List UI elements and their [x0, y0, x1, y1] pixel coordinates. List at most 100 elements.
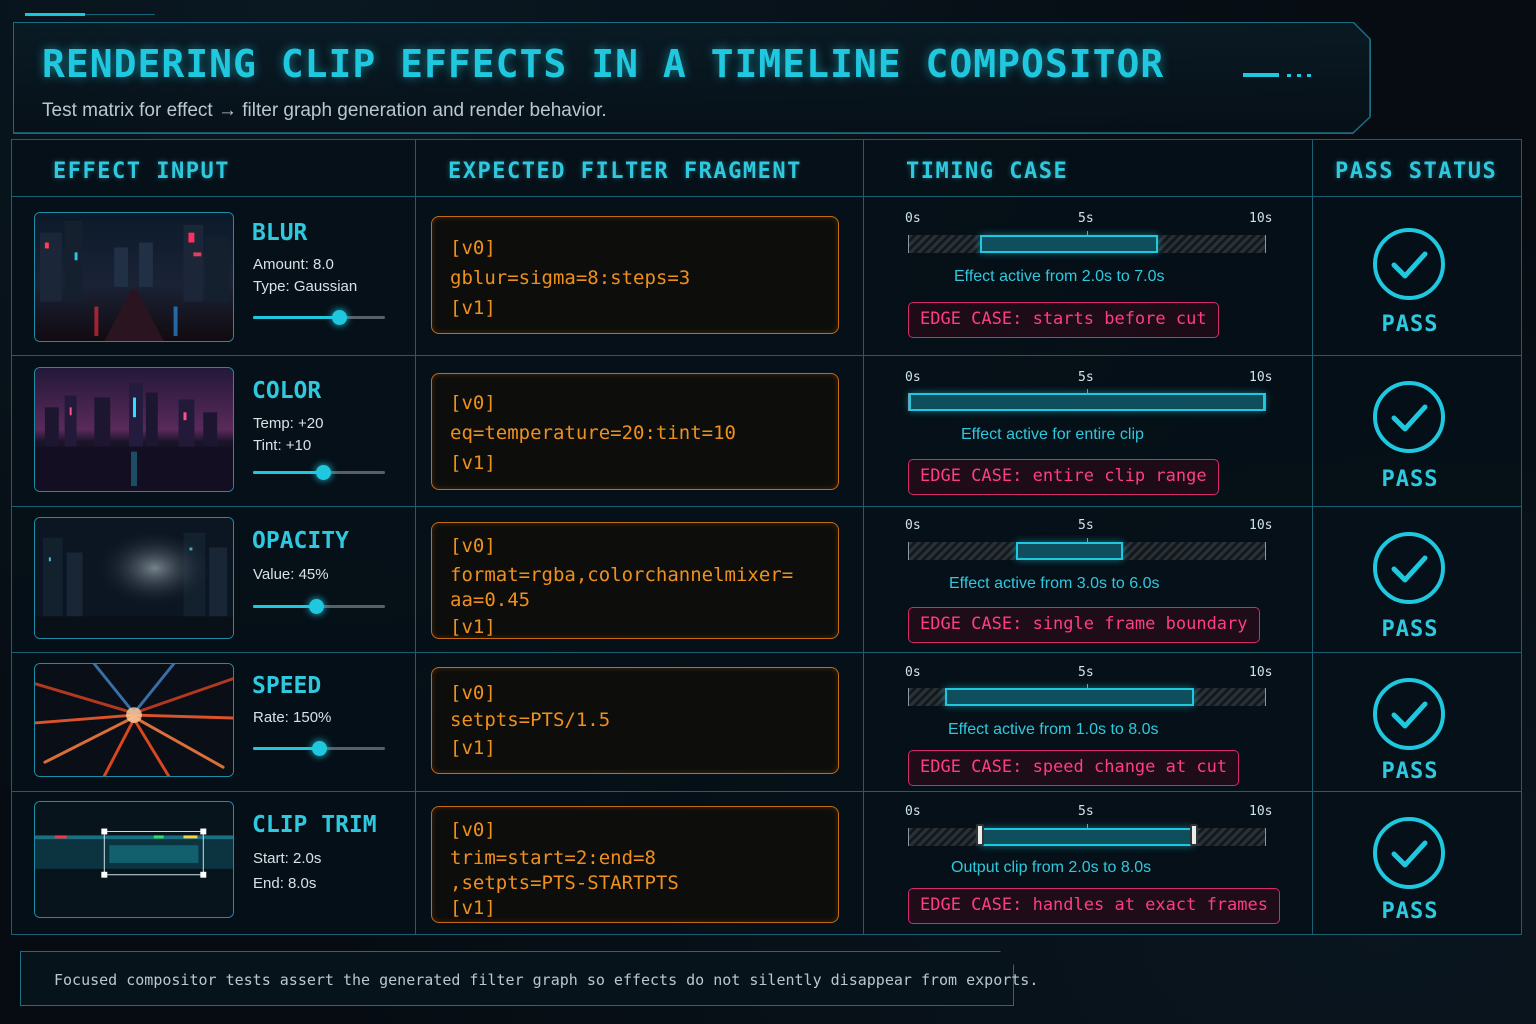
filter-code-block: [v0] eq=temperature=20:tint=10 [v1]	[431, 373, 839, 490]
table-row-blur: BLUR Amount: 8.0 Type: Gaussian [v0] gbl…	[12, 197, 1521, 355]
pass-check-icon	[1373, 678, 1445, 750]
opacity-value-slider[interactable]	[253, 599, 385, 614]
edge-case-badge: EDGE CASE: handles at exact frames	[908, 888, 1280, 924]
edge-case-badge: EDGE CASE: entire clip range	[908, 459, 1219, 495]
timeline-tick: 10s	[1249, 804, 1273, 819]
code-line: trim=start=2:end=8	[450, 847, 656, 869]
column-header-pass-status: PASS STATUS	[1335, 159, 1498, 184]
timeline-track	[908, 684, 1266, 706]
trim-end-handle[interactable]	[1189, 824, 1198, 846]
blur-thumbnail	[34, 212, 234, 342]
trim-start-handle[interactable]	[976, 824, 985, 846]
timeline-tick: 0s	[905, 665, 921, 680]
color-temp-slider[interactable]	[253, 465, 385, 480]
slider-knob[interactable]	[315, 465, 331, 480]
pass-check-icon	[1373, 817, 1445, 889]
timeline-tick: 0s	[905, 518, 921, 533]
slider-knob[interactable]	[309, 599, 325, 614]
effect-param: Rate: 150%	[253, 709, 332, 726]
timeline-tick: 5s	[1078, 518, 1094, 533]
code-line: [v1]	[450, 897, 496, 919]
timing-caption: Effect active for entire clip	[961, 426, 1144, 443]
speed-rate-slider[interactable]	[253, 741, 385, 756]
code-line: aa=0.45	[450, 589, 531, 611]
code-line: eq=temperature=20:tint=10	[450, 422, 736, 444]
timeline-tick: 5s	[1078, 665, 1094, 680]
effect-param: End: 8.0s	[253, 875, 317, 892]
slider-knob[interactable]	[312, 741, 327, 756]
code-line: [v0]	[450, 819, 496, 841]
timeline-active-range[interactable]	[944, 688, 1194, 706]
timeline-tick: 10s	[1249, 211, 1273, 226]
effect-param: Temp: +20	[253, 415, 324, 432]
column-divider	[863, 140, 864, 934]
pass-status-label: PASS	[1381, 467, 1439, 492]
header-dot-decoration	[1297, 74, 1301, 77]
timeline-tick: 10s	[1249, 665, 1273, 680]
effect-name: CLIP TRIM	[252, 812, 377, 838]
code-line: [v0]	[450, 535, 496, 557]
code-line: [v1]	[450, 616, 496, 638]
blur-amount-slider[interactable]	[253, 310, 385, 325]
pass-check-icon	[1373, 532, 1445, 604]
header-row-divider	[12, 196, 1521, 197]
timing-caption: Effect active from 2.0s to 7.0s	[954, 268, 1165, 285]
table-row-opacity: OPACITY Value: 45% [v0] format=rgba,colo…	[12, 507, 1521, 652]
opacity-thumbnail	[34, 517, 234, 639]
column-divider	[415, 140, 416, 934]
page-title: RENDERING CLIP EFFECTS IN A TIMELINE COM…	[42, 42, 1165, 86]
row-divider	[12, 355, 1521, 356]
effect-name: SPEED	[252, 673, 322, 699]
slider-fill	[253, 316, 339, 319]
timeline-tick: 0s	[905, 804, 921, 819]
pass-status-label: PASS	[1381, 617, 1439, 642]
timeline-tick: 0s	[905, 211, 921, 226]
pass-status-label: PASS	[1381, 899, 1439, 924]
effect-param: Start: 2.0s	[253, 850, 322, 867]
timeline-track	[908, 231, 1266, 253]
code-line: [v0]	[450, 392, 496, 414]
timeline-active-range[interactable]	[1015, 542, 1123, 560]
timing-caption: Effect active from 3.0s to 6.0s	[949, 575, 1160, 592]
code-line: [v1]	[450, 297, 496, 319]
code-line: gblur=sigma=8:steps=3	[450, 267, 691, 289]
edge-case-badge: EDGE CASE: speed change at cut	[908, 750, 1240, 786]
row-divider	[12, 506, 1521, 507]
row-divider	[12, 652, 1521, 653]
header-accent-line	[25, 13, 85, 16]
timeline-active-range[interactable]	[980, 235, 1159, 253]
edge-case-badge: EDGE CASE: single frame boundary	[908, 607, 1260, 643]
code-line: [v0]	[450, 237, 496, 259]
timeline-tick: 5s	[1078, 211, 1094, 226]
slider-fill	[253, 605, 317, 608]
code-line: [v1]	[450, 737, 496, 759]
timeline-tick: 10s	[1249, 370, 1273, 385]
header-dot-decoration	[1287, 74, 1291, 77]
effect-param: Type: Gaussian	[253, 278, 358, 295]
timing-caption: Effect active from 1.0s to 8.0s	[948, 721, 1159, 738]
code-line: format=rgba,colorchannelmixer=	[450, 564, 794, 586]
slider-knob[interactable]	[331, 310, 347, 325]
timeline-trim-range[interactable]	[980, 828, 1194, 846]
timing-caption: Output clip from 2.0s to 8.0s	[951, 859, 1152, 876]
effect-param: Amount: 8.0	[253, 256, 334, 273]
speed-thumbnail	[34, 663, 234, 777]
effect-name: COLOR	[252, 378, 322, 404]
code-line: [v1]	[450, 452, 496, 474]
clip-trim-thumbnail	[34, 801, 234, 918]
table-row-speed: SPEED Rate: 150% [v0] setpts=PTS/1.5 [v1…	[12, 653, 1521, 791]
header-accent-line-thin	[85, 14, 155, 15]
timeline-active-range[interactable]	[909, 393, 1265, 411]
code-line: setpts=PTS/1.5	[450, 709, 611, 731]
footer-panel	[20, 951, 1014, 1006]
pass-check-icon	[1373, 381, 1445, 453]
edge-case-badge: EDGE CASE: starts before cut	[908, 302, 1219, 338]
timeline-tick: 10s	[1249, 518, 1273, 533]
column-header-expected-filter: EXPECTED FILTER FRAGMENT	[448, 159, 802, 184]
timeline-tick: 5s	[1078, 370, 1094, 385]
timeline-tick: 5s	[1078, 804, 1094, 819]
filter-code-block: [v0] gblur=sigma=8:steps=3 [v1]	[431, 216, 839, 334]
column-header-effect-input: EFFECT INPUT	[53, 159, 230, 184]
filter-code-block: [v0] setpts=PTS/1.5 [v1]	[431, 667, 839, 774]
footer-note: Focused compositor tests assert the gene…	[54, 971, 1039, 989]
